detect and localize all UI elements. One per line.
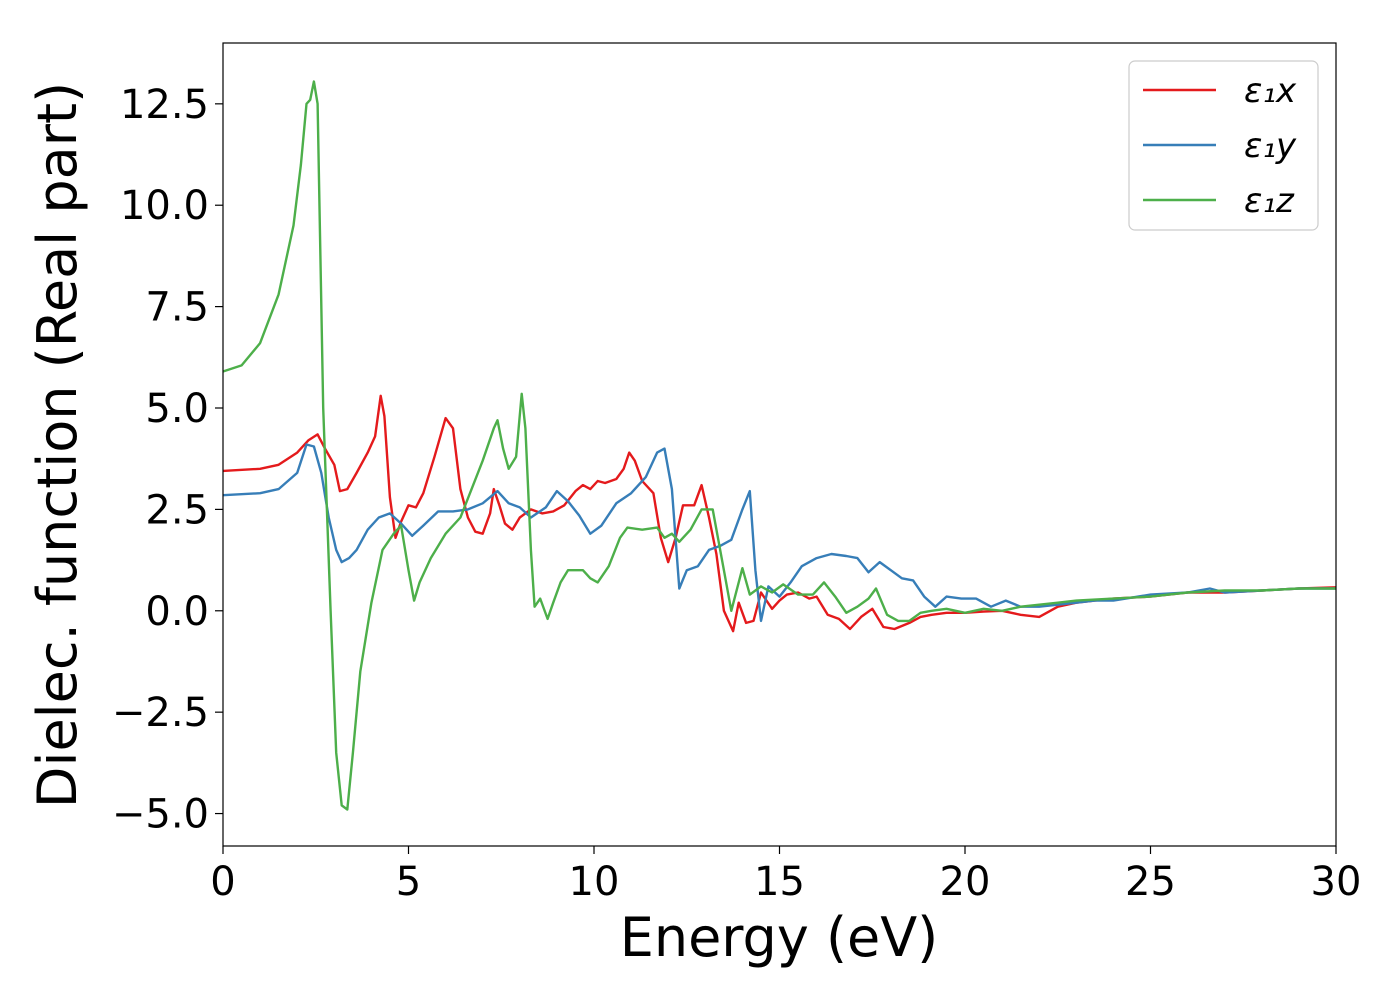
y-tick-label: 12.5 (120, 82, 209, 128)
series-line-3 (223, 80, 1336, 811)
y-axis-title: Dielec. function (Real part) (26, 82, 89, 808)
legend-label-1: ε₁x (1244, 71, 1297, 111)
x-tick-label: 20 (940, 859, 991, 905)
x-axis: 0 5 10 15 20 25 30 (210, 846, 1361, 905)
y-axis: −5.0 −2.5 0.0 2.5 5.0 7.5 10.0 12.5 (112, 82, 223, 838)
x-tick-label: 5 (396, 859, 421, 905)
y-tick-label: 0.0 (145, 589, 209, 635)
legend-label-2: ε₁y (1244, 126, 1297, 166)
y-tick-label: −5.0 (112, 792, 209, 838)
x-tick-label: 10 (569, 859, 620, 905)
legend-label-3: ε₁z (1244, 181, 1295, 221)
x-tick-label: 30 (1311, 859, 1362, 905)
x-tick-label: 15 (754, 859, 805, 905)
y-tick-label: 2.5 (145, 487, 209, 533)
y-tick-label: −2.5 (112, 690, 209, 736)
x-tick-label: 25 (1125, 859, 1176, 905)
y-tick-label: 7.5 (145, 285, 209, 331)
series-line-2 (223, 443, 1336, 623)
legend: ε₁x ε₁y ε₁z (1128, 60, 1319, 231)
series-layer (223, 80, 1336, 811)
x-axis-title: Energy (eV) (620, 906, 939, 969)
y-tick-label: 5.0 (145, 386, 209, 432)
y-tick-label: 10.0 (120, 183, 209, 229)
legend-box (1128, 60, 1319, 231)
x-tick-label: 0 (210, 859, 235, 905)
